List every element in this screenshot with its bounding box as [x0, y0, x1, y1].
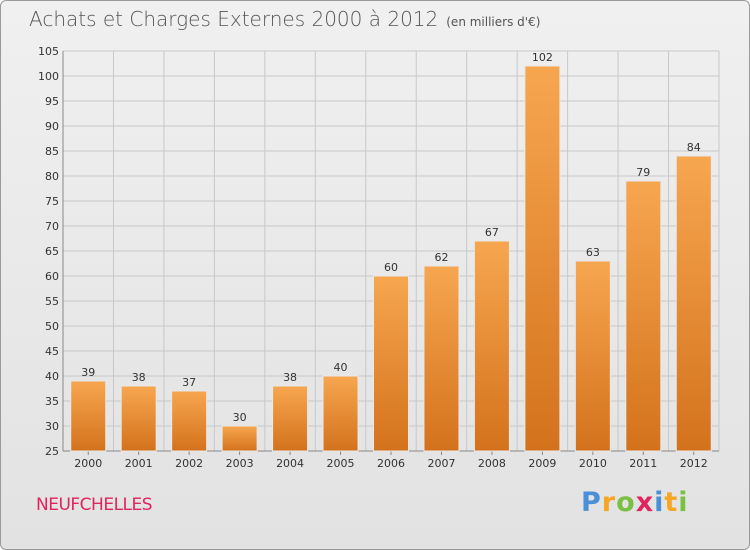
x-tick-label-2010: 2010 — [579, 457, 607, 470]
value-label-2002: 37 — [182, 376, 196, 389]
y-tick-label: 95 — [45, 95, 59, 108]
y-tick-label: 100 — [38, 70, 59, 83]
bar-2007 — [423, 265, 460, 452]
value-label-2008: 67 — [485, 226, 499, 239]
y-tick-label: 35 — [45, 395, 59, 408]
value-label-2009: 102 — [532, 51, 553, 64]
labels: 25 30 35 40 45 50 55 60 65 70 75 80 85 90 95 100 105 39 20… — [38, 45, 708, 470]
logo-letter: i — [654, 487, 665, 518]
logo-letter: t — [664, 487, 679, 518]
bar-2011 — [625, 180, 662, 452]
x-tick-label-2008: 2008 — [478, 457, 506, 470]
bars — [70, 65, 712, 452]
x-tick-label-2011: 2011 — [629, 457, 657, 470]
y-tick-label: 105 — [38, 45, 59, 58]
logo-letter: x — [635, 487, 655, 518]
y-tick-label: 55 — [45, 295, 59, 308]
value-label-2010: 63 — [586, 246, 600, 259]
y-tick-label: 25 — [45, 445, 59, 458]
bar-2010 — [574, 260, 611, 452]
y-tick-label: 80 — [45, 170, 59, 183]
value-label-2001: 38 — [132, 371, 146, 384]
bar-2000 — [70, 380, 107, 452]
value-label-2012: 84 — [687, 141, 701, 154]
y-tick-label: 30 — [45, 420, 59, 433]
chart-title-main: Achats et Charges Externes 2000 à 2012 — [29, 7, 439, 31]
x-tick-label-2012: 2012 — [680, 457, 708, 470]
bar-2009 — [524, 65, 561, 452]
x-tick-label-2000: 2000 — [74, 457, 102, 470]
value-label-2003: 30 — [233, 411, 247, 424]
bar-2002 — [171, 390, 208, 452]
value-label-2006: 60 — [384, 261, 398, 274]
value-label-2011: 79 — [636, 166, 650, 179]
bar-2012 — [675, 155, 712, 452]
y-tick-label: 45 — [45, 345, 59, 358]
x-tick-label-2003: 2003 — [226, 457, 254, 470]
value-label-2007: 62 — [434, 251, 448, 264]
value-label-2004: 38 — [283, 371, 297, 384]
y-tick-label: 40 — [45, 370, 59, 383]
x-tick-label-2009: 2009 — [528, 457, 556, 470]
value-label-2005: 40 — [334, 361, 348, 374]
bar-2006 — [373, 275, 409, 452]
x-tick-label-2002: 2002 — [175, 457, 203, 470]
y-tick-label: 50 — [45, 320, 59, 333]
y-tick-label: 70 — [45, 220, 59, 233]
y-tick-label: 60 — [45, 270, 59, 283]
proxiti-logo: Proxiti — [581, 487, 689, 518]
x-tick-label-2006: 2006 — [377, 457, 405, 470]
commune-name: NEUFCHELLES — [36, 495, 153, 515]
y-tick-label: 65 — [45, 245, 59, 258]
logo-letter: r — [601, 487, 617, 518]
chart-subtitle: (en milliers d'€) — [446, 15, 541, 29]
bar-2003 — [221, 425, 258, 452]
y-tick-label: 75 — [45, 195, 59, 208]
chart-title: Achats et Charges Externes 2000 à 2012 (e… — [29, 7, 540, 31]
bar-2001 — [120, 385, 157, 452]
bar-2004 — [272, 385, 309, 452]
logo-letter: o — [616, 487, 636, 518]
x-tick-label-2004: 2004 — [276, 457, 304, 470]
logo-letter: i — [678, 487, 689, 518]
y-tick-label: 85 — [45, 145, 59, 158]
x-tick-label-2001: 2001 — [125, 457, 153, 470]
bar-2008 — [473, 240, 510, 452]
value-label-2000: 39 — [81, 366, 95, 379]
x-tick-label-2005: 2005 — [327, 457, 355, 470]
logo-letter: P — [581, 487, 602, 518]
x-tick-label-2007: 2007 — [427, 457, 455, 470]
bar-2005 — [322, 375, 359, 452]
y-tick-label: 90 — [45, 120, 59, 133]
